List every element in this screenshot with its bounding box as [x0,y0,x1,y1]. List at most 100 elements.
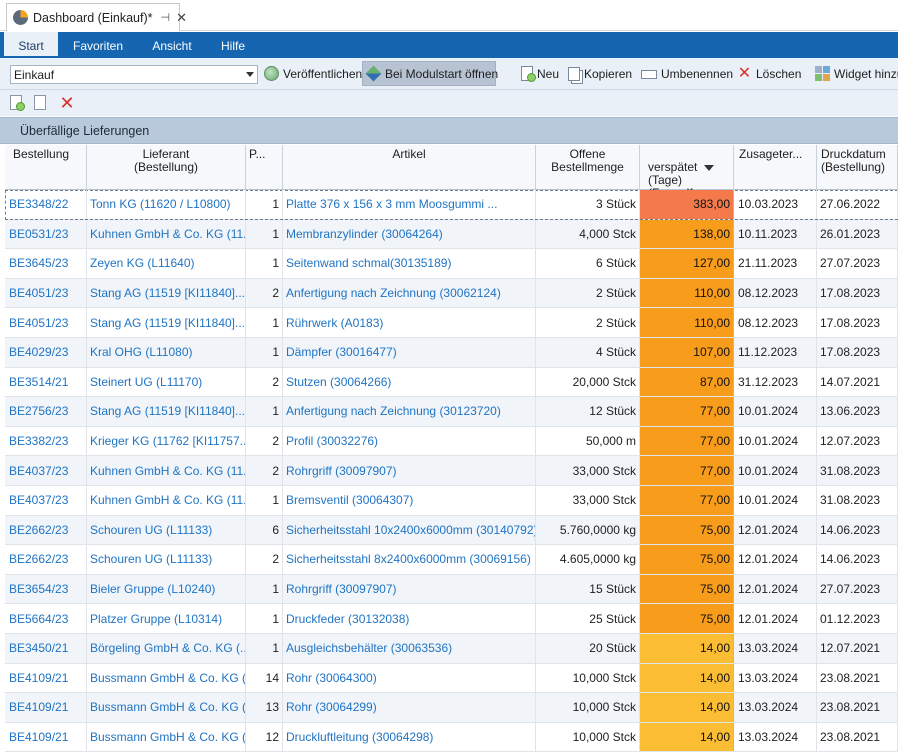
cell-lieferant[interactable]: Kuhnen GmbH & Co. KG (11... [87,219,246,249]
cell-lieferant[interactable]: Platzer Gruppe (L10314) [87,604,246,633]
rename-button[interactable]: Umbenennen [638,61,736,86]
table-row[interactable]: BE4109/21 Bussmann GmbH & Co. KG (... 13 Ro… [5,693,898,723]
table-row[interactable]: BE5664/23 Platzer Gruppe (L10314) 1 Druckfe… [5,604,898,634]
cell-lieferant[interactable]: Zeyen KG (L11640) [87,249,246,278]
cell-artikel[interactable]: Bremsventil (30064307) [283,486,536,515]
cell-lieferant[interactable]: Bussmann GmbH & Co. KG (... [87,693,246,722]
dashboard-select[interactable]: Einkauf [10,65,258,84]
table-row[interactable]: BE3654/23 Bieler Gruppe (L10240) 1 Rohrgrif… [5,574,898,605]
cell-bestellung[interactable]: BE3645/23 [5,249,87,278]
table-row[interactable]: BE2662/23 Schouren UG (L11133) 6 Sicherheit… [5,515,898,546]
column-header-bestellung[interactable]: Bestellung [5,145,87,190]
cell-bestellung[interactable]: BE3348/22 [5,190,87,219]
cell-artikel[interactable]: Seitenwand schmal(30135189) [283,249,536,278]
column-header-zusagetermin[interactable]: Zusageter... [734,145,817,190]
cell-lieferant[interactable]: Kral OHG (L11080) [87,338,246,367]
cell-lieferant[interactable]: Stang AG (11519 [KI11840]... [87,397,246,426]
cell-artikel[interactable]: Rohr (30064300) [283,663,536,693]
table-row[interactable]: BE3645/23 Zeyen KG (L11640) 1 Seitenwand s… [5,249,898,279]
cell-bestellung[interactable]: BE0531/23 [5,219,87,249]
cell-lieferant[interactable]: Kuhnen GmbH & Co. KG (11... [87,456,246,485]
cell-bestellung[interactable]: BE3514/21 [5,367,87,397]
pin-icon[interactable]: ⊣ [160,12,171,24]
new-widget-icon[interactable] [10,95,25,111]
column-header-offene-menge[interactable]: Offene Bestellmenge [536,145,640,190]
table-row[interactable]: BE3382/23 Krieger KG (11762 [KI11757... 2 P… [5,426,898,457]
add-widget-button[interactable]: Widget hinzu [812,61,898,86]
cell-lieferant[interactable]: Steinert UG (L11170) [87,367,246,397]
table-row[interactable]: BE4037/23 Kuhnen GmbH & Co. KG (11... 1 Bre… [5,486,898,516]
cell-artikel[interactable]: Rührwerk (A0183) [283,308,536,337]
table-row[interactable]: BE4109/21 Bussmann GmbH & Co. KG (... 14 Ro… [5,663,898,694]
cell-artikel[interactable]: Druckfeder (30132038) [283,604,536,633]
cell-artikel[interactable]: Anfertigung nach Zeichnung (30062124) [283,278,536,308]
cell-lieferant[interactable]: Tonn KG (11620 / L10800) [87,190,246,219]
cell-bestellung[interactable]: BE4109/21 [5,722,87,752]
cell-bestellung[interactable]: BE4051/23 [5,308,87,337]
cell-lieferant[interactable]: Stang AG (11519 [KI11840]... [87,308,246,337]
cell-lieferant[interactable]: Krieger KG (11762 [KI11757... [87,426,246,456]
cell-bestellung[interactable]: BE3654/23 [5,574,87,604]
publish-button[interactable]: Veröffentlichen [261,61,365,86]
tab-hilfe[interactable]: Hilfe [220,39,245,53]
cell-artikel[interactable]: Druckluftleitung (30064298) [283,722,536,752]
cell-artikel[interactable]: Platte 376 x 156 x 3 mm Moosgummi ... [283,190,536,219]
cell-lieferant[interactable]: Kuhnen GmbH & Co. KG (11... [87,486,246,515]
column-header-position[interactable]: P... [246,145,283,190]
column-header-artikel[interactable]: Artikel [283,145,536,190]
cell-lieferant[interactable]: Bieler Gruppe (L10240) [87,574,246,604]
cell-bestellung[interactable]: BE4051/23 [5,278,87,308]
tab-start[interactable]: Start [4,32,58,58]
table-row[interactable]: BE2756/23 Stang AG (11519 [KI11840]... 1 An… [5,397,898,427]
cell-artikel[interactable]: Anfertigung nach Zeichnung (30123720) [283,397,536,426]
table-row[interactable]: BE3450/21 Börgeling GmbH & Co. KG (... 1 Au… [5,634,898,664]
cell-artikel[interactable]: Ausgleichsbehälter (30063536) [283,634,536,663]
cell-lieferant[interactable]: Bussmann GmbH & Co. KG (... [87,722,246,752]
close-icon[interactable]: ✕ [176,9,188,25]
cell-bestellung[interactable]: BE3382/23 [5,426,87,456]
cell-artikel[interactable]: Profil (30032276) [283,426,536,456]
cell-bestellung[interactable]: BE2662/23 [5,545,87,574]
cell-bestellung[interactable]: BE4109/21 [5,663,87,693]
tab-favoriten[interactable]: Favoriten [72,39,124,53]
column-header-verspaetet[interactable]: verspätet (Tage) (Formelf... [640,145,734,190]
cell-bestellung[interactable]: BE4029/23 [5,338,87,367]
cell-artikel[interactable]: Membranzylinder (30064264) [283,219,536,249]
tab-ansicht[interactable]: Ansicht [152,39,192,53]
open-on-start-button[interactable]: Bei Modulstart öffnen [362,61,498,86]
new-button[interactable]: Neu [518,61,562,86]
cell-lieferant[interactable]: Stang AG (11519 [KI11840]... [87,278,246,308]
document-tab-dashboard[interactable]: Dashboard (Einkauf)* ⊣ ✕ [6,3,187,31]
cell-artikel[interactable]: Stutzen (30064266) [283,367,536,397]
cell-lieferant[interactable]: Börgeling GmbH & Co. KG (... [87,634,246,663]
cell-bestellung[interactable]: BE5664/23 [5,604,87,633]
table-row[interactable]: BE3348/22 Tonn KG (11620 / L10800) 1 Platte… [5,190,898,220]
table-row[interactable]: BE3514/21 Steinert UG (L11170) 2 Stutzen (3… [5,367,898,398]
table-row[interactable]: BE4029/23 Kral OHG (L11080) 1 Dämpfer (3001… [5,338,898,368]
table-row[interactable]: BE0531/23 Kuhnen GmbH & Co. KG (11... 1 Mem… [5,219,898,250]
cell-bestellung[interactable]: BE2662/23 [5,515,87,545]
copy-button[interactable]: Kopieren [565,61,635,86]
delete-widget-icon[interactable]: ✕ [59,93,75,113]
cell-artikel[interactable]: Sicherheitsstahl 8x2400x6000mm (30069156… [283,545,536,574]
cell-lieferant[interactable]: Bussmann GmbH & Co. KG (... [87,663,246,693]
delete-button[interactable]: ✕ Löschen [734,61,804,86]
cell-artikel[interactable]: Rohrgriff (30097907) [283,574,536,604]
column-header-druckdatum[interactable]: Druckdatum (Bestellung) [817,145,898,190]
table-row[interactable]: BE2662/23 Schouren UG (L11133) 2 Sicherheit… [5,545,898,575]
cell-bestellung[interactable]: BE4109/21 [5,693,87,722]
cell-artikel[interactable]: Rohrgriff (30097907) [283,456,536,485]
cell-artikel[interactable]: Sicherheitsstahl 10x2400x6000mm (3014079… [283,515,536,545]
chevron-down-icon[interactable] [246,72,254,77]
cell-bestellung[interactable]: BE4037/23 [5,456,87,485]
cell-bestellung[interactable]: BE4037/23 [5,486,87,515]
cell-artikel[interactable]: Dämpfer (30016477) [283,338,536,367]
column-header-lieferant[interactable]: Lieferant (Bestellung) [87,145,246,190]
copy-widget-icon[interactable] [34,95,46,110]
cell-bestellung[interactable]: BE2756/23 [5,397,87,426]
cell-lieferant[interactable]: Schouren UG (L11133) [87,545,246,574]
cell-bestellung[interactable]: BE3450/21 [5,634,87,663]
table-row[interactable]: BE4051/23 Stang AG (11519 [KI11840]... 1 R… [5,308,898,338]
table-row[interactable]: BE4109/21 Bussmann GmbH & Co. KG (... 12 Dr… [5,722,898,753]
cell-lieferant[interactable]: Schouren UG (L11133) [87,515,246,545]
